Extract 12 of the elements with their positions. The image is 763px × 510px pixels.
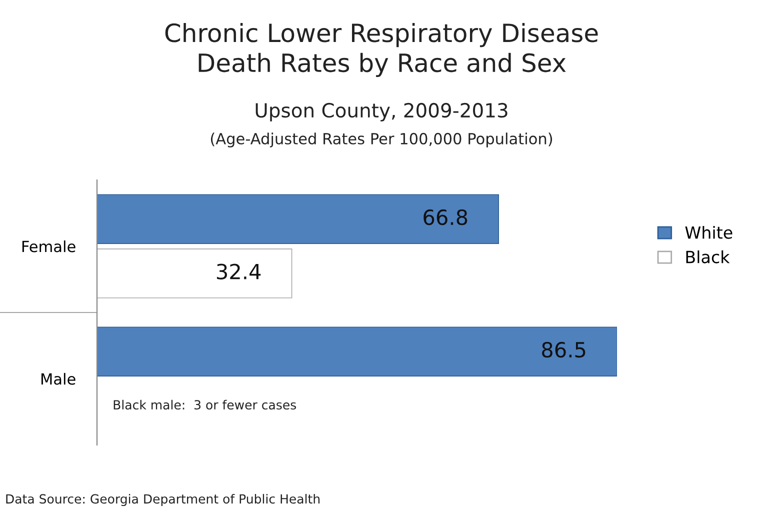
legend-label: White: [685, 226, 732, 239]
data-label: 66.8: [424, 209, 468, 226]
data-label: 32.4: [216, 264, 261, 280]
y-tick-label: Male: [41, 372, 76, 385]
source-note: Data Source: Georgia Department of Public Health: [6, 494, 320, 506]
chart-subtitle: Upson County, 2009-2013: [256, 102, 508, 122]
chart-title: Chronic Lower Respiratory Disease Death Rates by Race and Sex: [165, 22, 598, 78]
data-label: 86.5: [542, 342, 586, 358]
y-tick-label: Female: [22, 240, 76, 252]
text: (Age-Adjusted Rates Per 100,000 Population): [210, 132, 552, 148]
legend-label: Black: [686, 250, 730, 264]
annotation: Black male: 3 or fewer cases: [114, 400, 296, 410]
